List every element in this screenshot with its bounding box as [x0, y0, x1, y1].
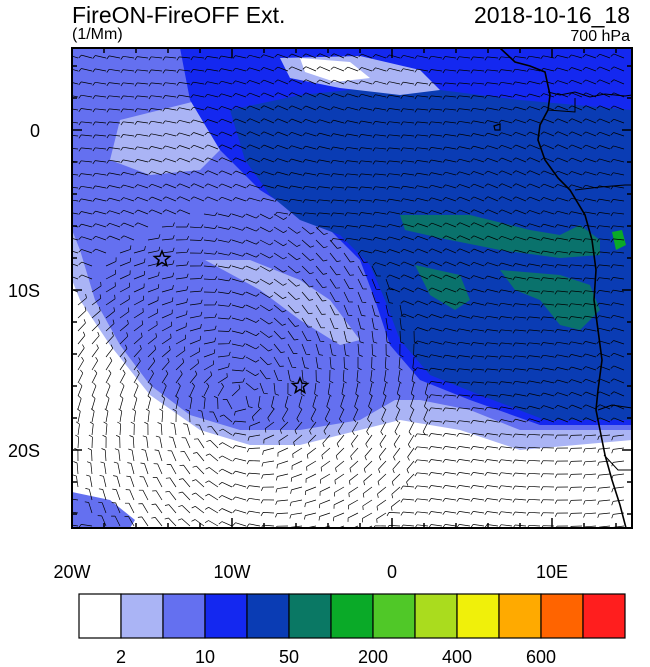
star-marker-south	[290, 375, 310, 395]
plume-white-patch	[300, 58, 370, 82]
colorbar-swatch	[78, 593, 122, 639]
colorbar-label-400: 400	[442, 647, 472, 667]
colorbar-swatch	[288, 593, 332, 639]
units-label: (1/Mm)	[72, 26, 123, 43]
x-tick-10w: 10W	[213, 562, 250, 582]
colorbar-swatch	[330, 593, 374, 639]
plume-light-patch	[110, 100, 230, 175]
plume-light-band	[205, 260, 360, 345]
map-plot-area	[72, 48, 632, 528]
map-datetime: 2018-10-16_18	[473, 2, 630, 28]
plume-dark-layer	[230, 85, 632, 420]
colorbar-label-2: 2	[116, 647, 126, 667]
plume-teal-patch	[400, 215, 600, 258]
colorbar-swatch	[120, 593, 164, 639]
colorbar-swatch	[204, 593, 248, 639]
colorbar	[78, 593, 626, 639]
colorbar-swatch	[582, 593, 626, 639]
star-marker-west	[152, 248, 172, 268]
y-tick-10s: 10S	[8, 281, 40, 301]
colorbar-swatch	[498, 593, 542, 639]
plume-corner-patch	[72, 492, 135, 528]
coastline	[499, 48, 627, 528]
axis-ticks	[71, 48, 632, 528]
y-tick-0: 0	[30, 121, 40, 141]
colorbar-label-600: 600	[526, 647, 556, 667]
colorbar-swatch	[540, 593, 584, 639]
y-tick-20s: 20S	[8, 441, 40, 461]
colorbar-swatch	[162, 593, 206, 639]
pressure-level: 700 hPa	[570, 28, 630, 45]
plume-teal-patch-2	[415, 265, 470, 310]
colorbar-label-10: 10	[195, 647, 215, 667]
plume-teal-patch-3	[500, 270, 600, 330]
map-title: FireON-FireOFF Ext.	[72, 2, 286, 28]
country-borders	[547, 91, 632, 471]
x-tick-0: 0	[387, 562, 397, 582]
colorbar-swatch	[414, 593, 458, 639]
x-tick-20w: 20W	[53, 562, 90, 582]
colorbar-label-50: 50	[279, 647, 299, 667]
colorbar-swatch	[246, 593, 290, 639]
x-tick-10e: 10E	[536, 562, 568, 582]
colorbar-label-200: 200	[358, 647, 388, 667]
colorbar-swatch	[372, 593, 416, 639]
plume-green-spot	[612, 230, 626, 250]
island-outline	[493, 123, 501, 131]
map-frame	[71, 47, 633, 529]
colorbar-swatch	[456, 593, 500, 639]
